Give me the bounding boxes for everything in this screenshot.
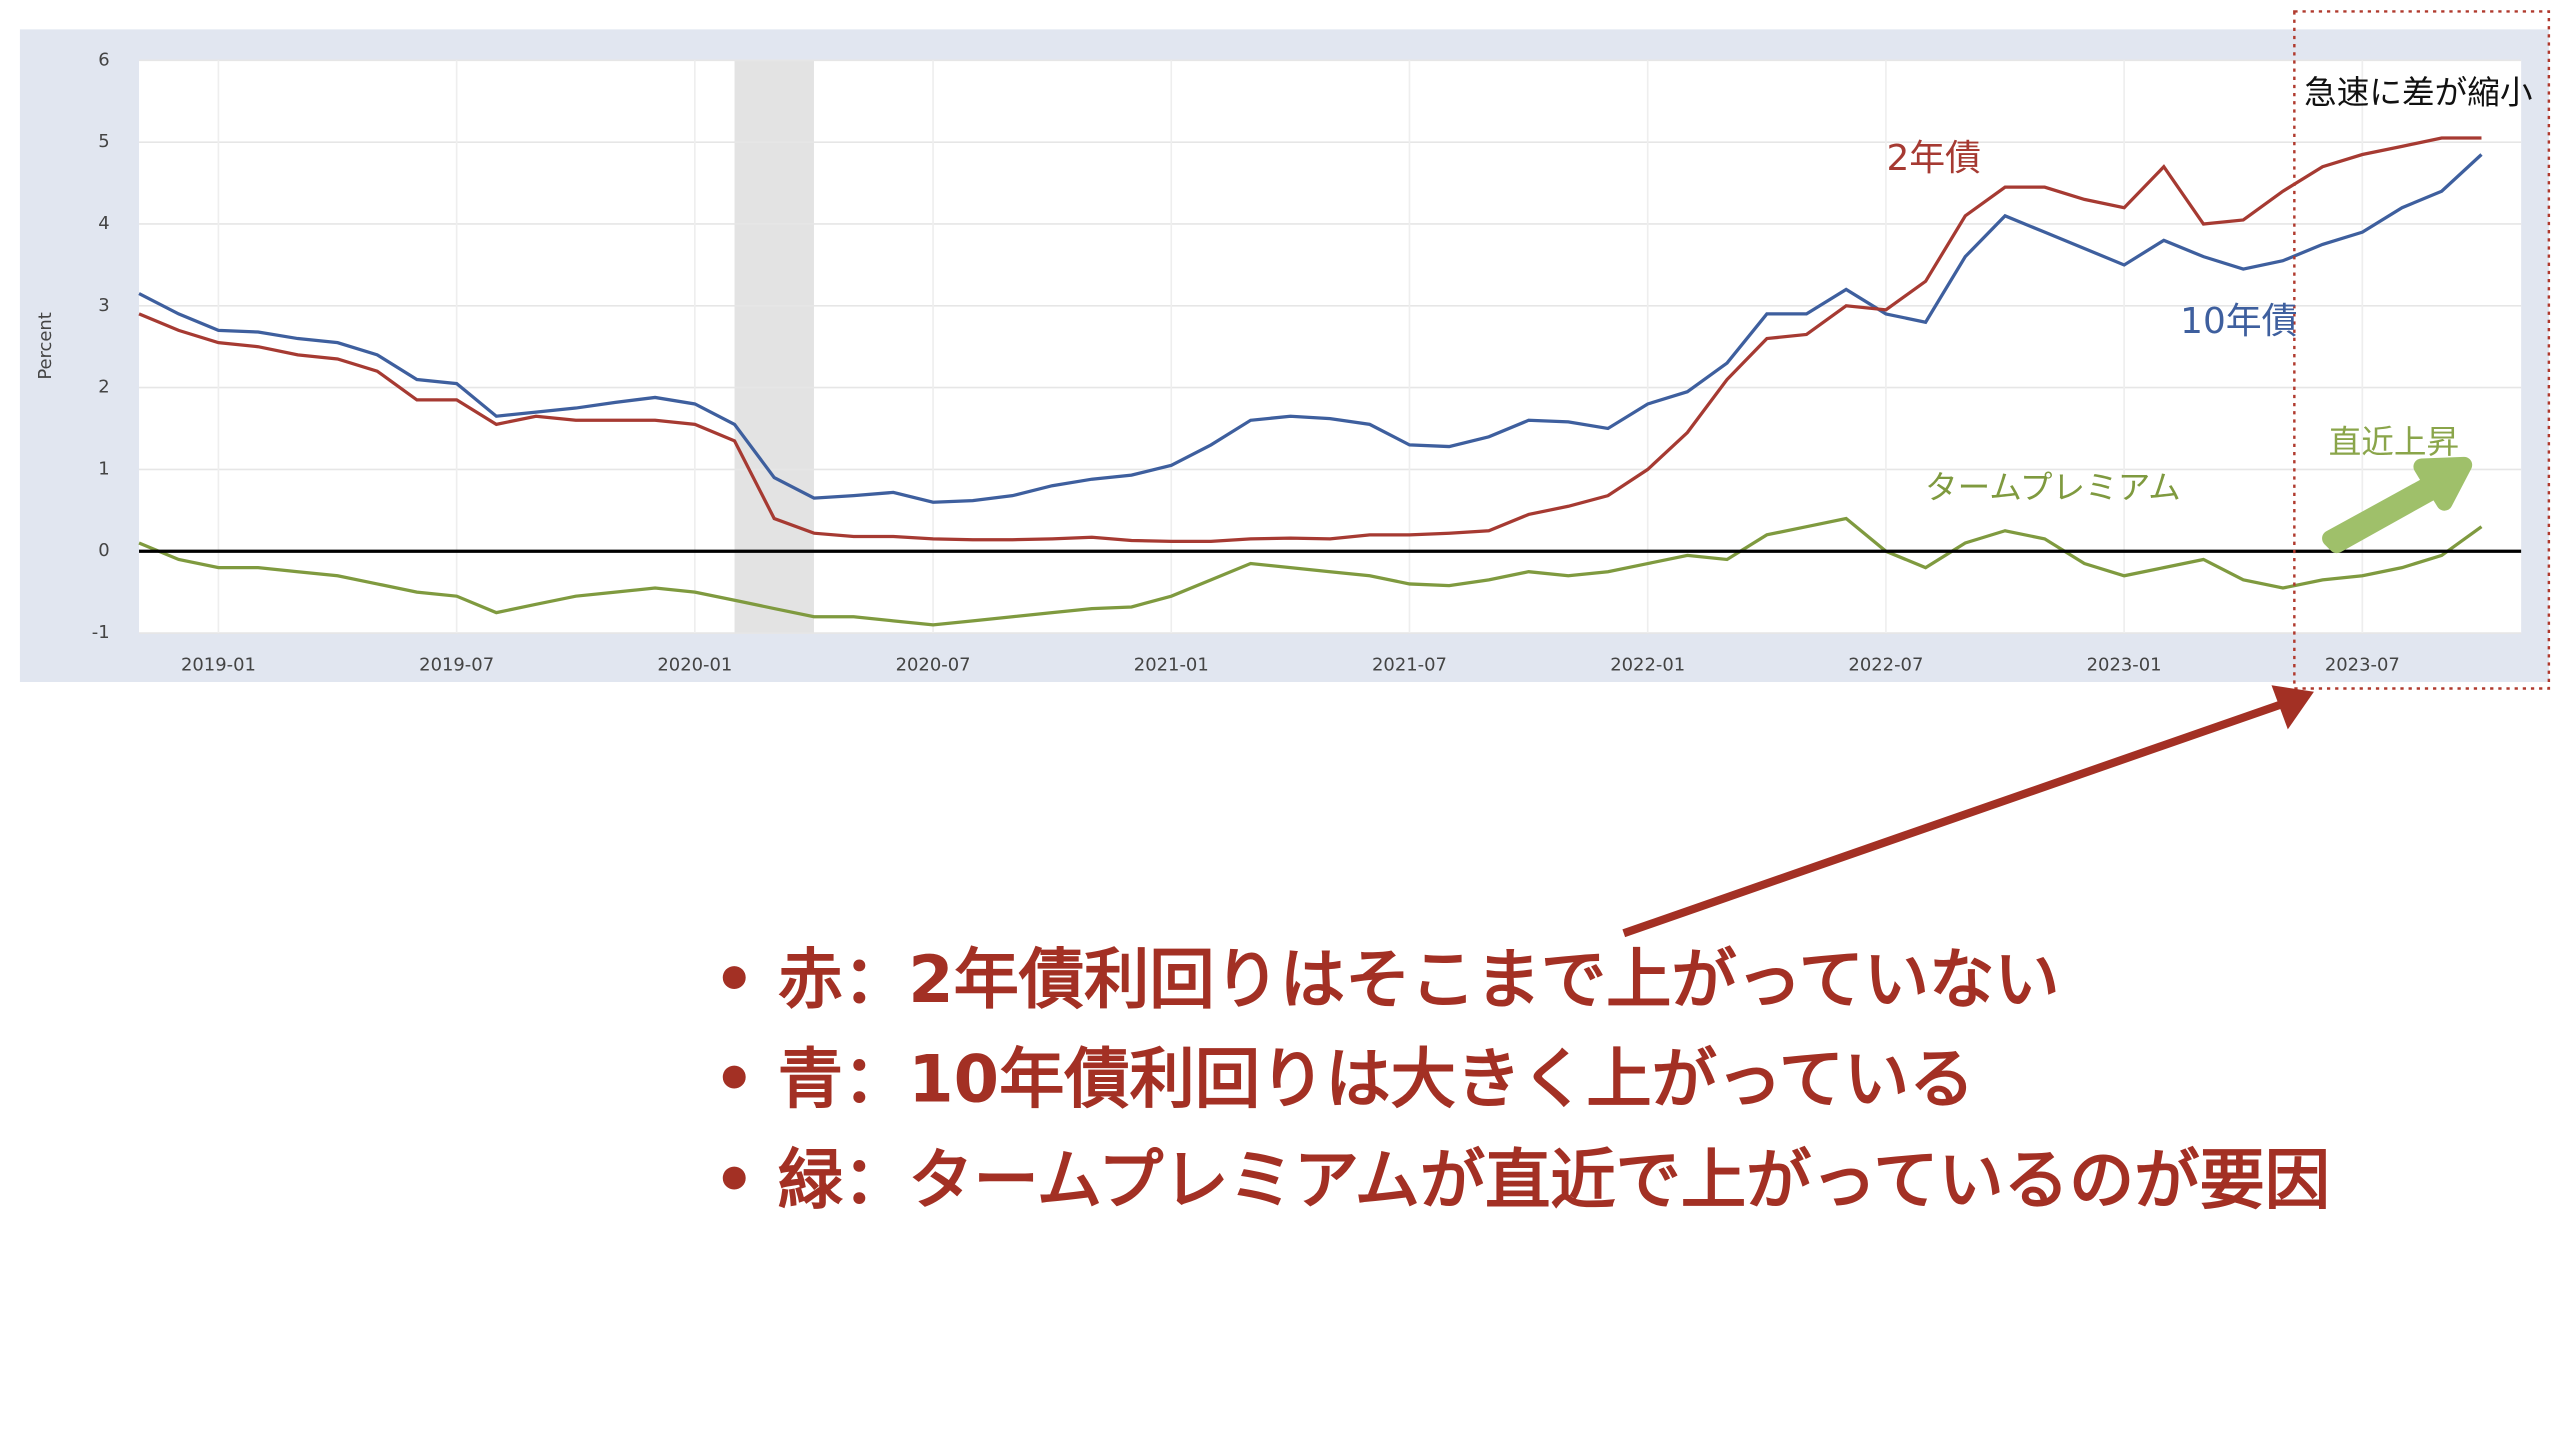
- x-tick-label: 2022-01: [1610, 655, 1685, 676]
- series-label: 2年債: [1886, 138, 1981, 179]
- y-tick-label: 2: [98, 377, 109, 398]
- x-tick-label: 2021-07: [1372, 655, 1447, 676]
- y-tick-label: 5: [98, 131, 109, 152]
- annotation: 直近上昇: [2329, 423, 2460, 461]
- note: • 青：10年債利回りは大きく上がっている: [713, 1041, 1974, 1117]
- x-tick-label: 2021-01: [1134, 655, 1209, 676]
- x-tick-label: 2020-07: [896, 655, 971, 676]
- x-tick-label: 2019-01: [181, 655, 256, 676]
- y-tick-label: 4: [98, 213, 109, 234]
- red-arrow: [1622, 699, 2286, 938]
- y-tick-label: 0: [98, 540, 109, 561]
- y-tick-label: 6: [98, 49, 109, 70]
- x-tick-label: 2022-07: [1848, 655, 1923, 676]
- series-label: 10年債: [2180, 301, 2297, 342]
- red-arrowhead: [2271, 685, 2314, 730]
- series-line: [138, 153, 2483, 504]
- series-label: タームプレミアム: [1925, 468, 2181, 506]
- series-line: [138, 136, 2482, 543]
- y-tick-label: 1: [98, 458, 109, 479]
- x-tick-label: 2019-07: [419, 655, 494, 676]
- note: • 緑：タームプレミアムが直近で上がっているのが要因: [713, 1143, 2330, 1219]
- y-tick-label: -1: [92, 622, 110, 643]
- y-axis-label: Percent: [35, 312, 56, 380]
- note: • 赤：2年債利回りはそこまで上がっていない: [713, 942, 2059, 1018]
- x-tick-label: 2020-01: [657, 655, 732, 676]
- x-tick-label: 2023-07: [2325, 655, 2400, 676]
- green-arrow: [2322, 456, 2473, 554]
- plot-area: [139, 60, 2522, 634]
- plot: -1 0 1 2 3 4 5 6 2019-01 2019-07 2020-01 2020-07 202…: [92, 49, 2522, 676]
- series-line: [138, 516, 2483, 627]
- x-tick-label: 2023-01: [2087, 655, 2162, 676]
- shaded-period: [734, 60, 814, 634]
- annotation: 急速に差が縮小: [2304, 74, 2532, 112]
- y-tick-label: 3: [98, 295, 109, 316]
